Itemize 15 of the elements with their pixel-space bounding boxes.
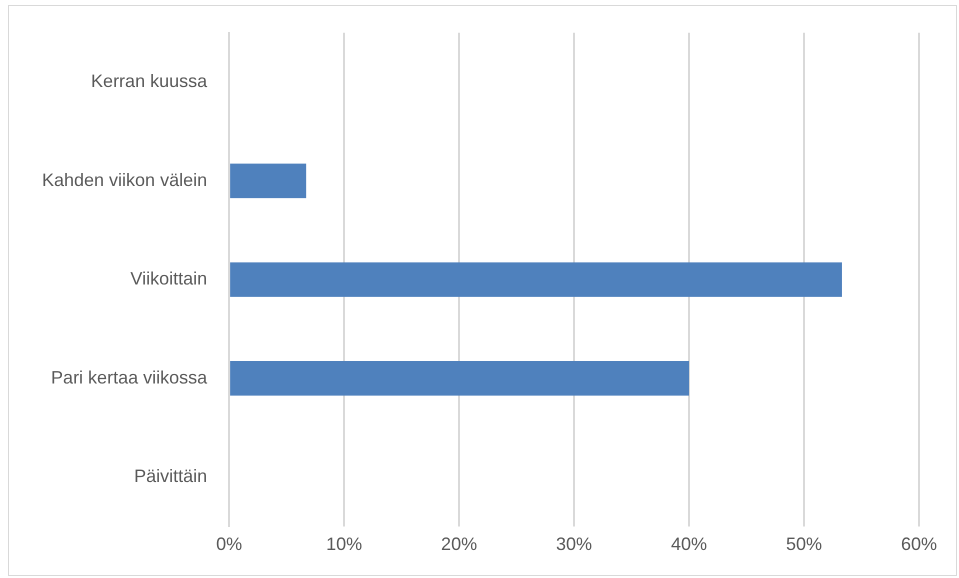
y-tick-label: Kerran kuussa	[91, 71, 208, 92]
x-tick-label: 10%	[326, 534, 362, 554]
y-tick-label: Viikoittain	[130, 268, 208, 289]
x-tick-label: 30%	[556, 534, 592, 554]
bar	[230, 262, 842, 297]
bar	[230, 361, 690, 396]
y-tick-label: Kahden viikon välein	[42, 170, 208, 190]
x-tick-label: 50%	[786, 534, 822, 554]
y-tick-label: Pari kertaa viikossa	[51, 367, 208, 388]
x-tick-label: 40%	[671, 534, 708, 554]
bar	[230, 164, 306, 198]
x-tick-label: 20%	[441, 534, 478, 554]
x-tick-label: 0%	[216, 534, 242, 554]
y-tick-label: Päivittäin	[134, 466, 208, 486]
x-tick-label: 60%	[900, 534, 938, 554]
